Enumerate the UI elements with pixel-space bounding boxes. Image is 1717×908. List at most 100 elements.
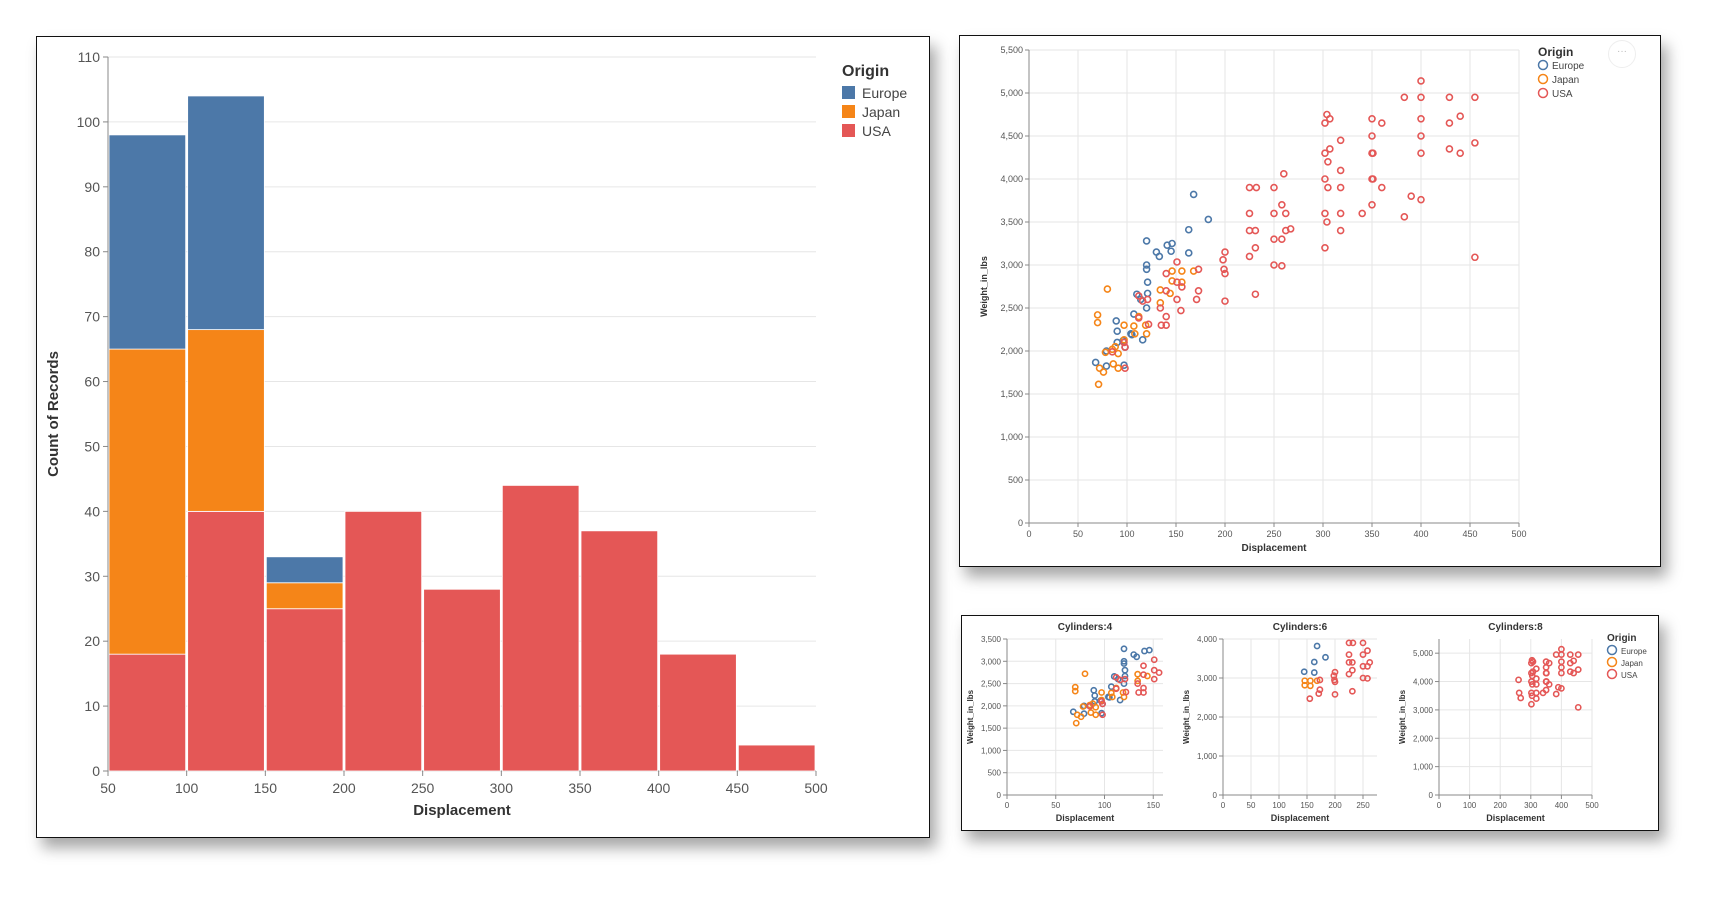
y-tick-label: 4,500 (1000, 131, 1023, 141)
point-usa (1278, 262, 1286, 270)
point-usa (1323, 110, 1331, 119)
point-usa (1349, 639, 1357, 647)
point-usa (1192, 295, 1201, 304)
point-usa (1378, 119, 1386, 127)
y-axis-title: Weight_in_lbs (979, 256, 989, 317)
bar-usa (423, 588, 501, 772)
bar-usa (187, 510, 265, 772)
legend-symbol-europe (1537, 59, 1549, 71)
point-usa (1270, 209, 1278, 218)
x-tick-label: 150 (1147, 801, 1161, 810)
point-usa (1348, 687, 1356, 695)
point-japan (1109, 360, 1118, 368)
point-usa (1270, 261, 1278, 269)
y-tick-label: 1,000 (1413, 763, 1434, 772)
point-usa (1086, 702, 1094, 710)
more-actions-button[interactable]: ··· (1608, 40, 1636, 68)
point-usa (1120, 338, 1128, 347)
point-europe (1204, 215, 1213, 224)
point-usa (1140, 671, 1147, 679)
point-europe (1102, 362, 1111, 370)
legend-title: Origin (842, 63, 889, 80)
point-usa (1321, 119, 1329, 127)
point-japan (1098, 689, 1105, 696)
point-usa (1542, 686, 1550, 694)
point-japan (1108, 693, 1116, 701)
point-usa (1251, 226, 1260, 235)
point-japan (1072, 719, 1080, 727)
y-tick-label: 2,000 (981, 702, 1002, 711)
y-tick-label: 4,000 (1197, 635, 1218, 644)
y-tick-label: 0 (1429, 791, 1434, 800)
point-usa (1417, 93, 1425, 102)
point-usa (1417, 132, 1425, 140)
point-europe (1143, 289, 1152, 298)
x-tick-label: 250 (1356, 801, 1370, 810)
point-japan (1099, 368, 1108, 376)
point-usa (1150, 675, 1158, 683)
bar-japan (265, 582, 344, 610)
x-tick-label: 200 (332, 780, 356, 796)
point-usa (1558, 658, 1565, 666)
x-tick-label: 0 (1005, 801, 1010, 810)
point-europe (1121, 672, 1129, 680)
point-usa (1359, 651, 1367, 658)
y-tick-label: 1,500 (981, 724, 1002, 733)
point-usa (1400, 213, 1409, 221)
point-usa (1358, 209, 1366, 218)
x-tick-label: 300 (1315, 529, 1330, 539)
point-japan (1081, 670, 1089, 678)
x-tick-label: 350 (1364, 529, 1379, 539)
x-tick-label: 200 (1328, 801, 1342, 810)
point-usa (1252, 183, 1261, 192)
point-usa (1173, 278, 1181, 287)
point-usa (1122, 688, 1130, 696)
legend-label-usa: USA (862, 123, 891, 139)
point-usa (1162, 312, 1170, 321)
point-japan (1094, 380, 1103, 389)
point-usa (1345, 651, 1353, 658)
legend-label-japan: Japan (1621, 659, 1643, 668)
x-tick-label: 100 (1119, 529, 1134, 539)
point-usa (1532, 680, 1540, 688)
point-usa (1471, 93, 1479, 102)
point-usa (1143, 295, 1152, 304)
point-usa (1445, 93, 1454, 102)
x-tick-label: 500 (1585, 801, 1599, 810)
legend-label-usa: USA (1621, 671, 1638, 680)
point-europe (1184, 225, 1193, 234)
point-usa (1368, 132, 1376, 140)
y-tick-label: 3,500 (1000, 217, 1023, 227)
point-europe (1112, 317, 1121, 325)
point-japan (1168, 277, 1176, 285)
point-usa (1157, 321, 1166, 330)
point-usa (1173, 295, 1181, 304)
x-tick-label: 100 (1272, 801, 1286, 810)
point-europe (1138, 336, 1147, 344)
point-japan (1101, 348, 1110, 357)
y-tick-label: 1,000 (1197, 752, 1218, 761)
point-europe (1145, 646, 1153, 654)
point-usa (1456, 112, 1464, 121)
point-usa (1456, 149, 1464, 157)
x-tick-label: 400 (647, 780, 671, 796)
point-usa (1532, 675, 1540, 683)
point-usa (1364, 647, 1371, 655)
point-europe (1310, 669, 1318, 676)
point-usa (1543, 669, 1550, 677)
point-japan (1130, 322, 1138, 330)
point-usa (1331, 690, 1339, 698)
point-europe (1090, 686, 1098, 694)
point-usa (1220, 265, 1228, 274)
point-usa (1345, 659, 1353, 666)
y-tick-label: 110 (78, 49, 101, 65)
point-usa (1098, 698, 1105, 705)
point-usa (1326, 145, 1334, 153)
point-usa (1173, 258, 1181, 266)
point-europe (1133, 653, 1141, 661)
point-usa (1270, 183, 1278, 192)
x-tick-label: 200 (1217, 529, 1232, 539)
bar-japan (108, 348, 187, 655)
point-japan (1092, 711, 1100, 719)
y-tick-label: 5,000 (1413, 649, 1434, 658)
